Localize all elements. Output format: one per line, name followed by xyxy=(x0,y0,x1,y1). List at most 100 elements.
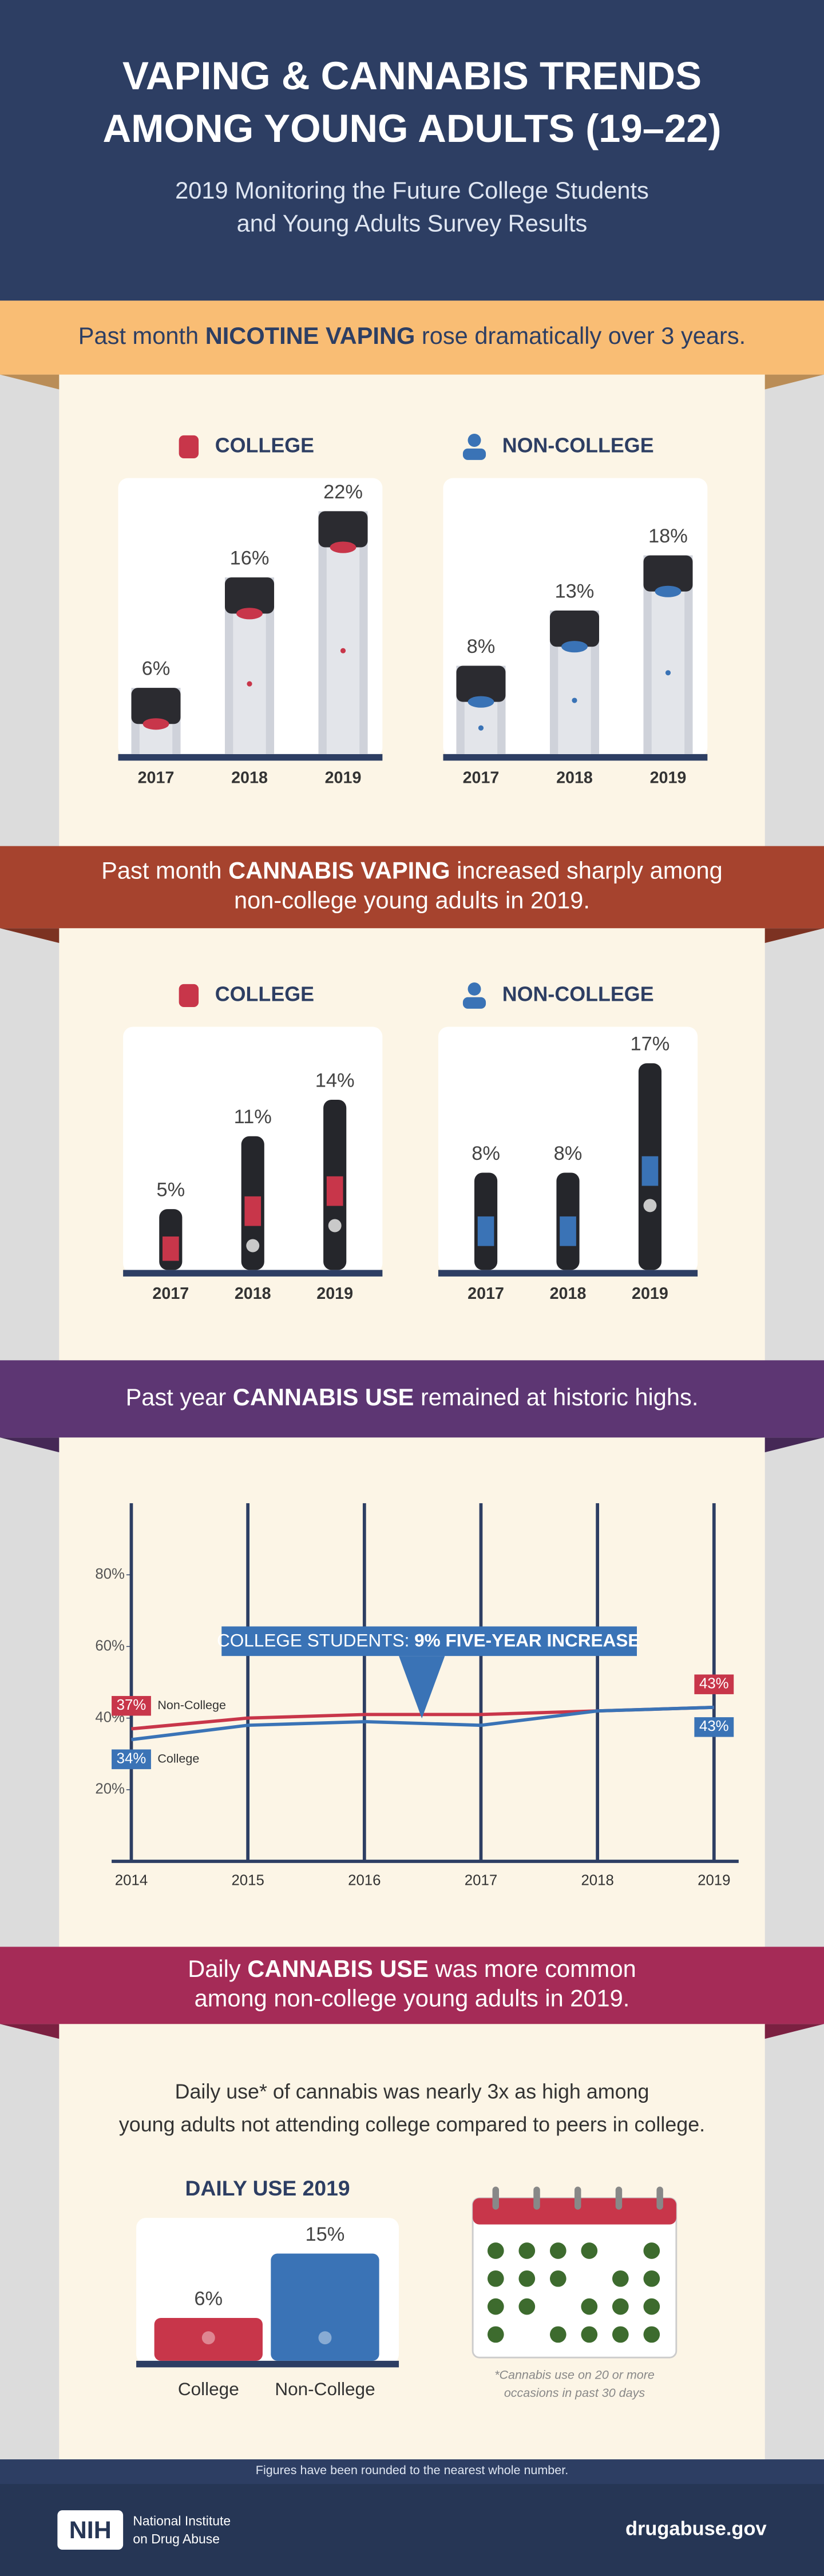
value-label-box xyxy=(112,1749,151,1769)
bar-accent xyxy=(655,585,682,597)
x-tick-label: 2018 xyxy=(231,769,268,787)
bar-window xyxy=(477,1216,494,1246)
footnote: occasions in past 30 days xyxy=(504,2386,645,2400)
x-tick-label: 2017 xyxy=(152,1285,189,1303)
banner-text-part: NICOTINE VAPING xyxy=(205,322,415,349)
bar-window xyxy=(641,1156,659,1186)
icon xyxy=(179,984,199,1008)
footer-bottom xyxy=(0,2484,824,2576)
value-label: 11% xyxy=(234,1106,272,1128)
x-tick-label: 2017 xyxy=(138,769,175,787)
leaf xyxy=(643,2270,660,2287)
banner-text-part: CANNABIS USE xyxy=(247,1955,429,1982)
value-label: 8% xyxy=(467,636,496,657)
banner-text-part: Past month xyxy=(101,857,228,884)
bar-cap xyxy=(456,665,506,702)
x-tick-label: 2018 xyxy=(581,1872,613,1888)
x-tick-label: 2017 xyxy=(468,1285,504,1303)
banner-text-part: CANNABIS USE xyxy=(233,1384,414,1410)
calendar-ring xyxy=(574,2186,581,2210)
leaf xyxy=(518,2270,536,2287)
icon xyxy=(179,435,199,459)
leaf xyxy=(518,2298,536,2315)
banner xyxy=(0,846,824,929)
annotation-box xyxy=(221,1626,637,1656)
value-label: 8% xyxy=(472,1143,500,1164)
x-tick-label: 2018 xyxy=(550,1285,587,1303)
leaf xyxy=(518,2242,536,2259)
value-label: 6% xyxy=(194,2288,223,2309)
icon xyxy=(462,997,486,1009)
subtitle: and Young Adults Survey Results xyxy=(237,209,588,236)
leaf xyxy=(643,2326,660,2343)
bar-icon xyxy=(201,2331,215,2345)
bar-accent xyxy=(468,696,494,708)
bar-window xyxy=(244,1196,262,1226)
bar-accent xyxy=(236,608,263,620)
calendar-ring xyxy=(492,2186,500,2210)
banner-text: among non-college young adults in 2019. xyxy=(195,1985,630,2012)
banner-text-part: increased sharply among xyxy=(450,857,723,884)
baseline xyxy=(118,754,383,761)
site: drugabuse.gov xyxy=(625,2518,767,2540)
leaf xyxy=(487,2242,504,2259)
value-label: 43% xyxy=(699,1676,729,1692)
banner-flap xyxy=(0,374,60,390)
title: VAPING & CANNABIS TRENDS xyxy=(122,54,702,98)
calendar-ring xyxy=(615,2186,623,2210)
banner-flap xyxy=(764,928,824,944)
banner-text-part: Past month xyxy=(78,322,205,349)
institute: National Institute xyxy=(133,2513,231,2528)
x-tick-label: 2019 xyxy=(632,1285,668,1303)
banner-text-part: CANNABIS VAPING xyxy=(228,857,450,884)
value-label: 6% xyxy=(142,658,171,680)
x-tick-label: 2014 xyxy=(115,1872,148,1888)
chart-title: DAILY USE 2019 xyxy=(185,2176,350,2200)
bar-accent xyxy=(561,641,588,653)
x-tick-label: 2019 xyxy=(650,769,687,787)
value-label: 14% xyxy=(315,1069,355,1091)
bar-dot xyxy=(572,697,577,703)
x-tick-label: Non-College xyxy=(275,2379,375,2399)
banner-text-part: remained at historic highs. xyxy=(414,1384,698,1410)
annotation-part: 9% FIVE-YEAR INCREASE xyxy=(414,1630,640,1651)
value-label: 8% xyxy=(554,1143,583,1164)
baseline xyxy=(123,1270,383,1277)
bar xyxy=(154,2317,263,2361)
bar-accent xyxy=(330,541,356,553)
baseline xyxy=(136,2360,399,2368)
banner-text-part: Past year xyxy=(126,1384,233,1410)
value-label-box xyxy=(112,1696,151,1716)
leaf xyxy=(581,2298,598,2315)
bar-cap xyxy=(131,688,181,724)
banner-text-part: among non-college young adults in 2019. xyxy=(195,1985,630,2012)
chart-panel xyxy=(438,1027,698,1274)
logo-box xyxy=(57,2510,124,2550)
value-label: 15% xyxy=(306,2224,345,2245)
bar-accent xyxy=(142,718,169,730)
leaf xyxy=(549,2326,566,2343)
banner xyxy=(0,300,824,375)
banner-flap xyxy=(764,2024,824,2039)
banner-flap-shade xyxy=(764,928,824,944)
x-tick-label: 2015 xyxy=(231,1872,264,1888)
bar-dot xyxy=(340,648,346,653)
bar-button xyxy=(246,1239,260,1253)
bar-window xyxy=(560,1216,576,1246)
subtitle: 2019 Monitoring the Future College Stude… xyxy=(175,177,649,204)
series-name: Non-College xyxy=(157,1698,226,1712)
bar-window xyxy=(162,1236,179,1261)
chart-title: COLLEGE xyxy=(215,434,314,457)
bar-icon xyxy=(318,2331,332,2345)
value-label: 5% xyxy=(156,1179,185,1201)
x-tick-label: 2019 xyxy=(698,1872,730,1888)
x-tick-label: 2017 xyxy=(465,1872,497,1888)
leaf xyxy=(612,2326,629,2343)
leaf xyxy=(581,2242,598,2259)
value-label: 13% xyxy=(555,581,595,603)
chart-title: NON-COLLEGE xyxy=(502,434,654,457)
icon xyxy=(462,448,486,460)
value-label: 37% xyxy=(117,1697,146,1713)
header-background xyxy=(0,0,824,301)
calendar-top xyxy=(473,2198,676,2225)
